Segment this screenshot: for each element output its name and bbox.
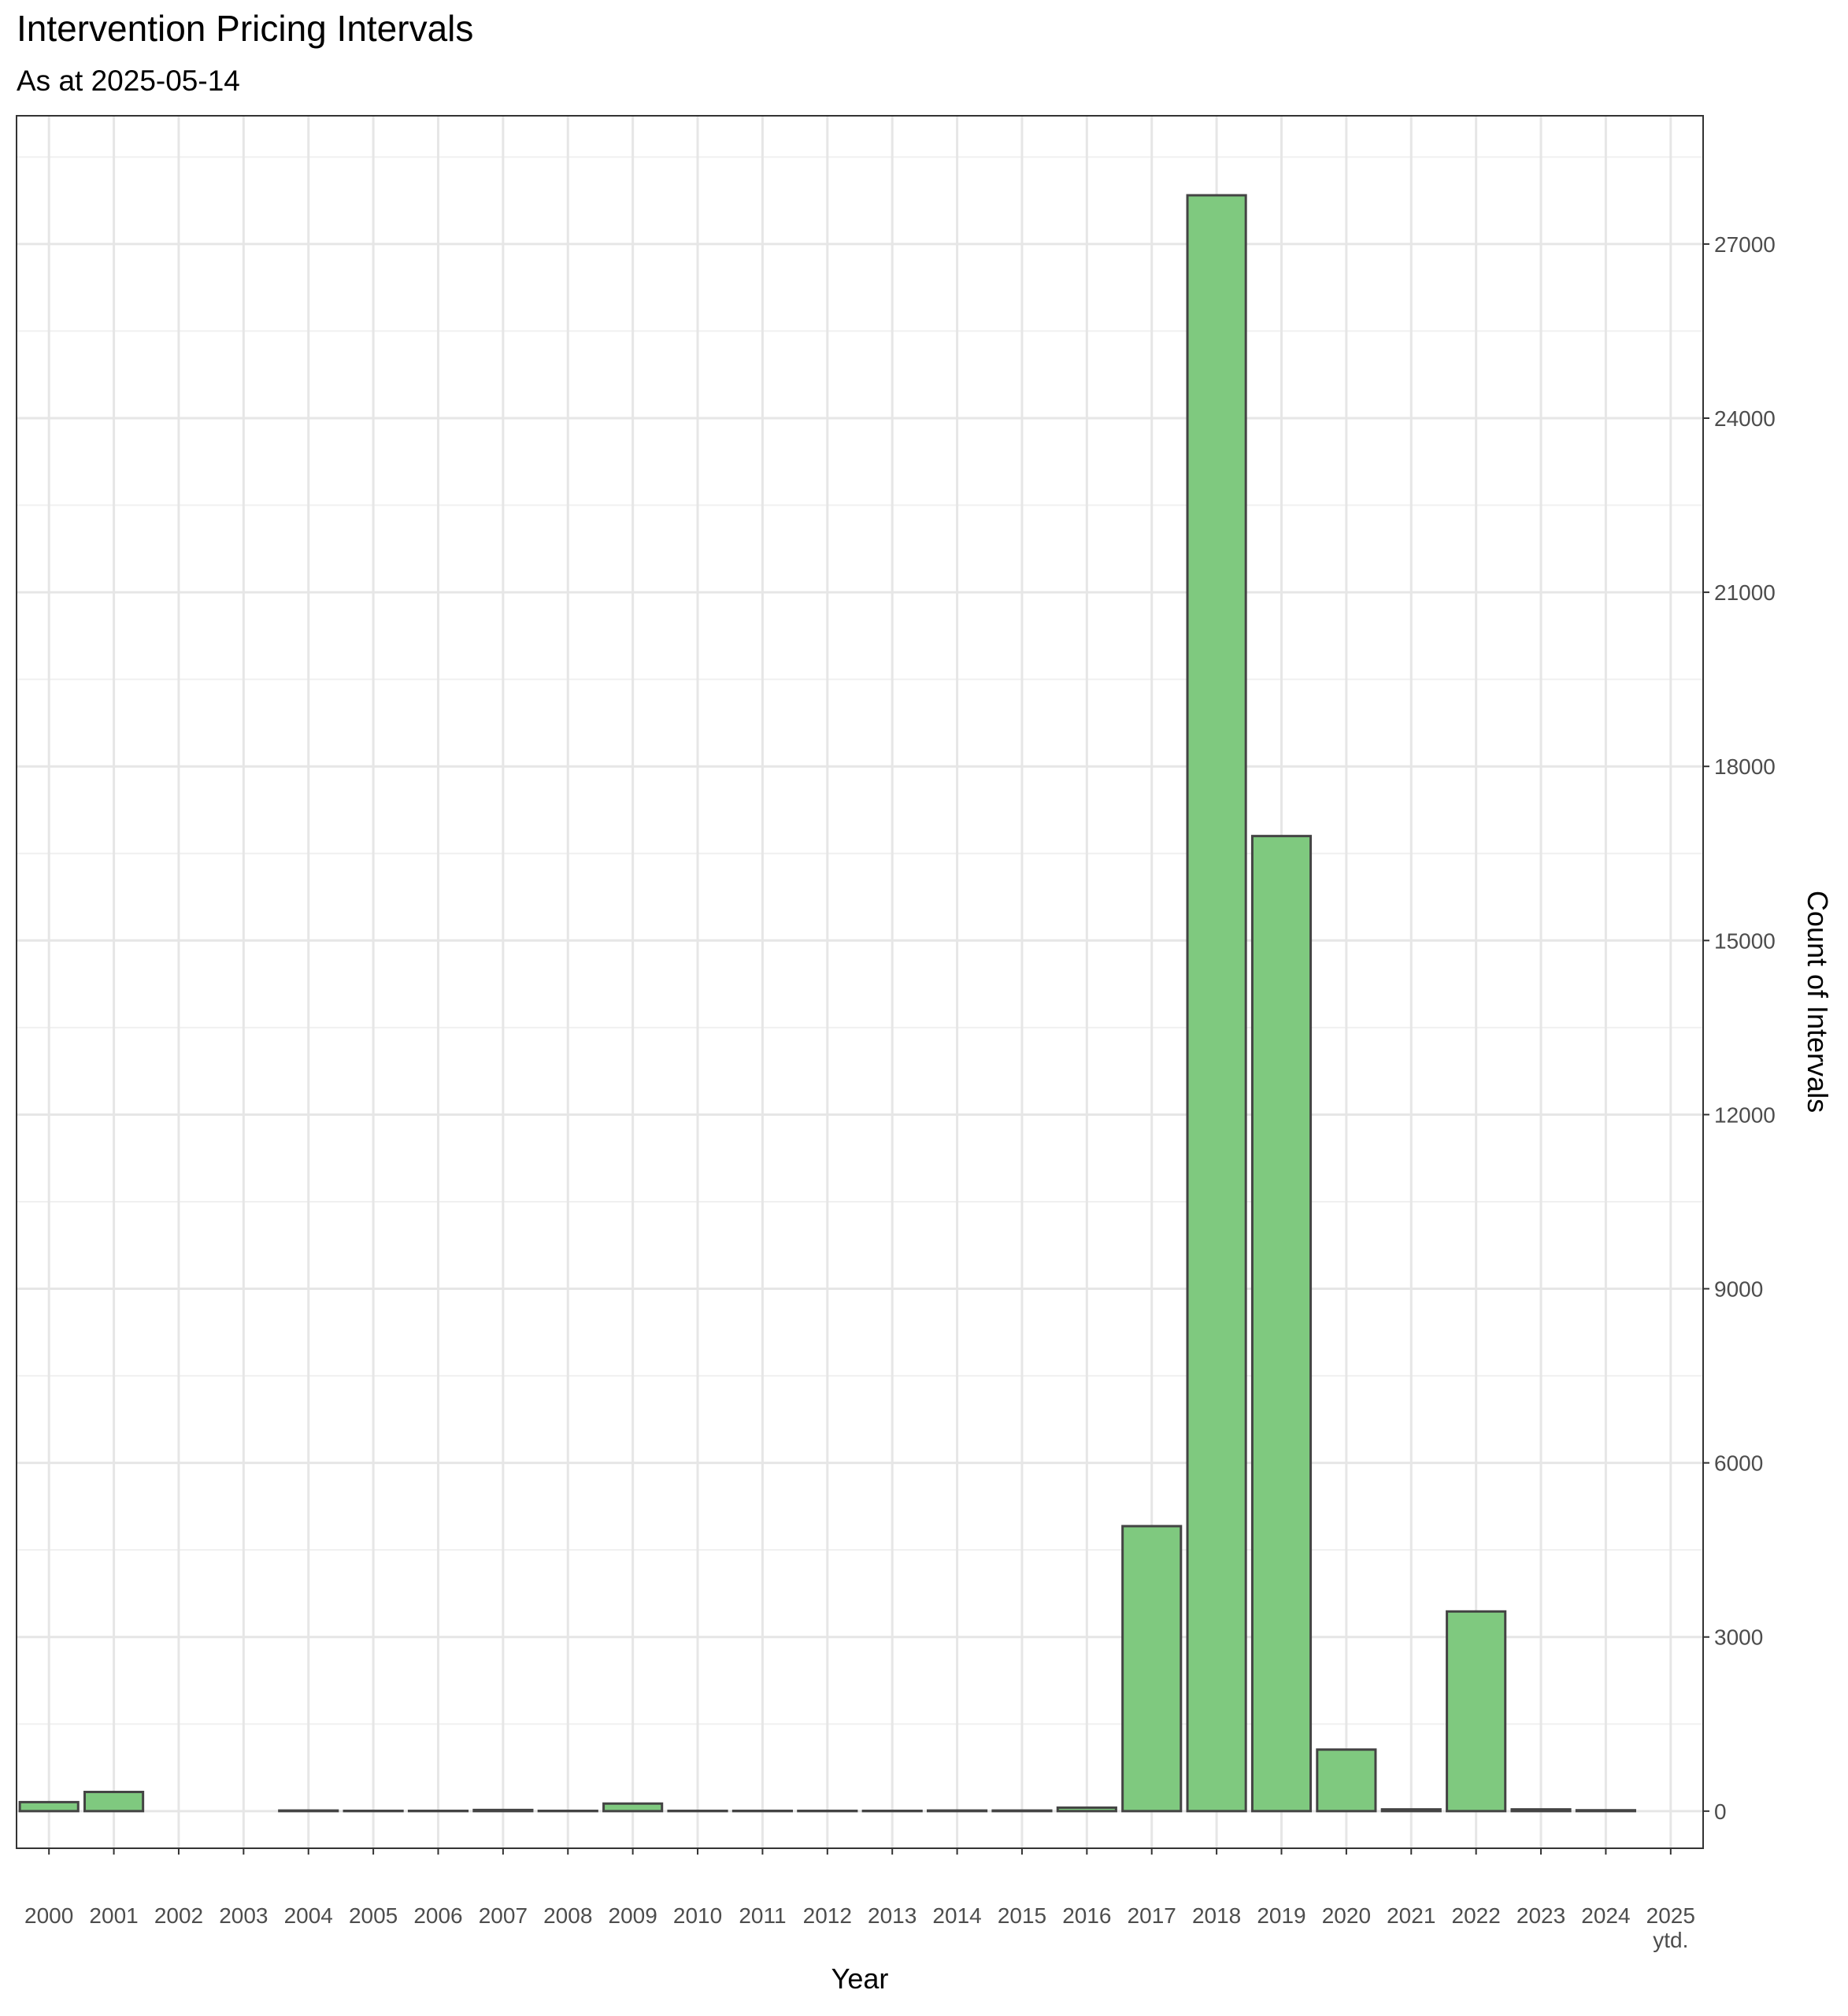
x-tick-label: 2008 <box>543 1903 592 1928</box>
y-tick-label: 18000 <box>1714 754 1776 779</box>
x-tick-label: 2025 ytd. <box>1646 1903 1695 1952</box>
x-tick-label: 2006 <box>413 1903 462 1928</box>
bar <box>1446 1610 1507 1813</box>
bar <box>18 1800 80 1813</box>
x-tick-label: 2005 <box>349 1903 398 1928</box>
x-tick-label: 2002 <box>154 1903 203 1928</box>
x-tick-label: 2018 <box>1192 1903 1241 1928</box>
x-tick-label: 2022 <box>1452 1903 1501 1928</box>
y-tick-label: 24000 <box>1714 406 1776 431</box>
x-tick-label: 2013 <box>868 1903 917 1928</box>
x-tick-label: 2004 <box>284 1903 333 1928</box>
bar <box>1575 1809 1636 1813</box>
y-tick-label: 9000 <box>1714 1277 1763 1302</box>
bar <box>278 1809 339 1813</box>
y-tick-label: 12000 <box>1714 1102 1776 1127</box>
bar <box>927 1809 988 1813</box>
bar <box>1316 1748 1377 1813</box>
x-tick-label: 2009 <box>609 1903 657 1928</box>
x-tick-label: 2023 <box>1517 1903 1565 1928</box>
bar <box>602 1802 664 1813</box>
x-tick-label: 2014 <box>932 1903 981 1928</box>
chart-title: Intervention Pricing Intervals <box>17 8 473 49</box>
y-tick-label: 3000 <box>1714 1625 1763 1650</box>
x-tick-label: 2020 <box>1322 1903 1371 1928</box>
bar <box>1186 194 1247 1813</box>
x-axis-title: Year <box>831 1962 889 1995</box>
y-axis-title: Count of Intervals <box>1802 891 1834 1113</box>
bar <box>1380 1808 1442 1813</box>
x-tick-label: 2011 <box>739 1903 786 1928</box>
x-tick-label: 2016 <box>1062 1903 1111 1928</box>
bar <box>1250 835 1313 1813</box>
y-tick-label: 0 <box>1714 1799 1727 1824</box>
y-tick-label: 27000 <box>1714 232 1776 257</box>
x-tick-label: 2019 <box>1257 1903 1305 1928</box>
bar <box>83 1791 145 1813</box>
y-tick-label: 21000 <box>1714 580 1776 605</box>
x-tick-label: 2001 <box>89 1903 138 1928</box>
y-tick-label: 15000 <box>1714 928 1776 953</box>
bar <box>1121 1525 1183 1813</box>
x-tick-label: 2017 <box>1128 1903 1176 1928</box>
x-tick-label: 2021 <box>1387 1903 1435 1928</box>
y-tick-label: 6000 <box>1714 1451 1763 1476</box>
x-tick-label: 2012 <box>803 1903 852 1928</box>
bar <box>991 1809 1053 1813</box>
x-tick-label: 2015 <box>998 1903 1046 1928</box>
bar <box>1056 1806 1117 1813</box>
x-tick-label: 2024 <box>1581 1903 1630 1928</box>
x-tick-label: 2010 <box>673 1903 722 1928</box>
x-tick-label: 2000 <box>24 1903 73 1928</box>
chart-subtitle: As at 2025-05-14 <box>17 65 240 97</box>
bar <box>1510 1808 1572 1813</box>
plot-border <box>16 115 1704 1849</box>
x-tick-label: 2003 <box>219 1903 268 1928</box>
x-tick-label: 2007 <box>479 1903 528 1928</box>
